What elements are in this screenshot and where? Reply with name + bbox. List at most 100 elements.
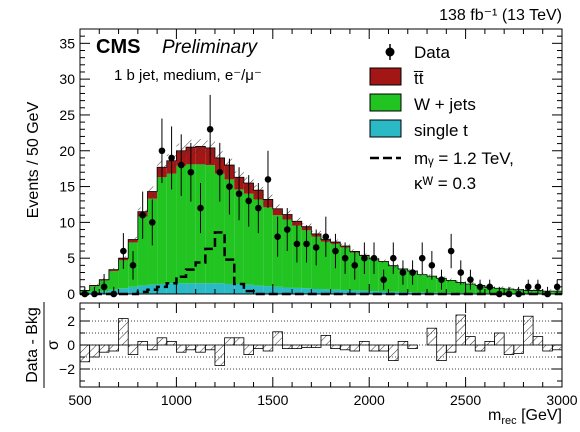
stack-bar-wjets	[224, 179, 235, 284]
category-label: 1 b jet, medium, e⁻/μ⁻	[114, 67, 262, 84]
pull-bar	[195, 344, 206, 353]
uncertainty-bin	[417, 272, 428, 277]
pull-bar	[262, 344, 274, 352]
pull-bar	[233, 337, 245, 346]
data-point	[399, 269, 407, 276]
pull-bar	[330, 344, 341, 349]
stack-bar-singlet	[166, 283, 177, 294]
stack-bar-singlet	[263, 286, 273, 294]
data-point	[322, 233, 330, 241]
pull-bar	[503, 344, 515, 356]
stack-bar-wjets	[417, 274, 428, 293]
legend-kappa-label: κᵂ = 0.3	[414, 174, 476, 193]
stack-bar-singlet	[128, 286, 138, 294]
stack-bar-wjets	[455, 282, 466, 293]
data-point	[486, 283, 494, 291]
stack-bar-singlet	[137, 285, 148, 294]
stack-bar-singlet	[234, 283, 244, 294]
data-point	[312, 244, 320, 251]
stack-bar-wjets	[157, 177, 167, 284]
x-axis-label: mrec [GeV]	[488, 407, 562, 427]
pull-bar	[127, 344, 139, 356]
stack-bar-singlet	[195, 283, 206, 294]
data-point	[245, 197, 252, 205]
x-tick-label: 2000	[354, 392, 385, 408]
pull-bar	[523, 315, 534, 346]
stack-bar-wjets	[282, 219, 293, 288]
data-point	[370, 254, 378, 262]
main-y-axis-label: Events / 50 GeV	[25, 101, 42, 218]
main-y-ticks: 0 5 10 15 20 25 30 35	[59, 28, 562, 302]
data-point	[418, 254, 426, 262]
pull-bar	[118, 318, 129, 346]
main-frame	[79, 28, 563, 295]
uncertainty-bin	[272, 204, 283, 214]
pull-bar	[166, 340, 177, 346]
stack-bar-wjets	[369, 259, 379, 292]
ratio-x-ticks: 500 1000 1500 2000 2500 3000	[68, 303, 578, 408]
data-point	[226, 183, 233, 190]
y-tick-label: 35	[59, 35, 75, 51]
stack-bar-singlet	[359, 290, 370, 294]
stack-bar-wjets	[166, 173, 177, 284]
stack-bar-wjets	[427, 276, 437, 293]
stack-bar-wjets	[186, 164, 196, 284]
stack-bar-singlet	[157, 283, 167, 294]
pull-bar	[253, 344, 264, 349]
data-point	[168, 154, 175, 162]
cms-label: CMS	[96, 36, 140, 58]
y-tick-label: 5	[67, 250, 75, 266]
y-tick-label: 0	[67, 286, 75, 302]
stack-bar-singlet	[301, 288, 312, 294]
pull-bar	[474, 344, 486, 352]
stack-bar-wjets	[108, 271, 119, 290]
x-tick-label: 1000	[161, 392, 192, 408]
legend-signal-label: mᵧ = 1.2 TeV,	[414, 149, 514, 168]
stack-bar-singlet	[205, 283, 215, 294]
stack-bar-singlet	[340, 290, 350, 294]
pull-bar	[494, 332, 505, 346]
data-point	[351, 262, 359, 269]
data-point	[216, 168, 224, 176]
pull-bar	[455, 314, 466, 346]
data-point	[467, 276, 474, 283]
uncertainty-bin	[147, 186, 158, 197]
stack-bar-wjets	[253, 199, 264, 286]
y-tick-label: 15	[59, 179, 75, 195]
ratio-y-tick-label: 2	[67, 313, 75, 329]
legend-single-t-label: single t	[414, 121, 468, 140]
data-point	[293, 240, 301, 248]
stack-bar-wjets	[137, 216, 148, 286]
pull-bar	[291, 344, 303, 349]
data-point	[149, 219, 156, 226]
stack-bar-singlet	[176, 283, 187, 294]
data-point	[457, 269, 465, 276]
stack-bar-singlet	[292, 287, 302, 294]
main-panel: 0 5 10 15 20 25 30 35 138 fb⁻¹ (13 TeV) CMS Pre…	[25, 7, 563, 302]
uncertainty-bin	[128, 236, 138, 243]
data-point	[476, 283, 484, 291]
pull-bar	[214, 344, 226, 366]
uncertainty-bin	[195, 139, 206, 154]
data-point	[235, 190, 243, 198]
pull-bar	[397, 340, 409, 346]
data-point	[380, 276, 387, 283]
ratio-y-tick-label: 0	[67, 337, 75, 353]
x-axis-label-unit: [GeV]	[517, 407, 562, 424]
y-tick-label: 25	[59, 107, 75, 123]
uncertainty-bin	[446, 278, 456, 283]
data-point	[206, 125, 214, 133]
pull-bar	[339, 344, 351, 351]
stack-bar-wjets	[214, 173, 225, 284]
uncertainty-bin	[292, 217, 302, 225]
stack-bar-wjets	[446, 280, 456, 293]
pull-bar	[108, 344, 119, 352]
stack-bar-singlet	[224, 283, 235, 294]
pull-bars	[79, 314, 563, 366]
data-point	[197, 204, 204, 212]
stack-bar-singlet	[417, 292, 428, 294]
pull-bar	[426, 327, 438, 346]
stack-bar-singlet	[272, 286, 283, 294]
x-tick-label: 3000	[546, 392, 577, 408]
pull-bar	[243, 344, 254, 356]
